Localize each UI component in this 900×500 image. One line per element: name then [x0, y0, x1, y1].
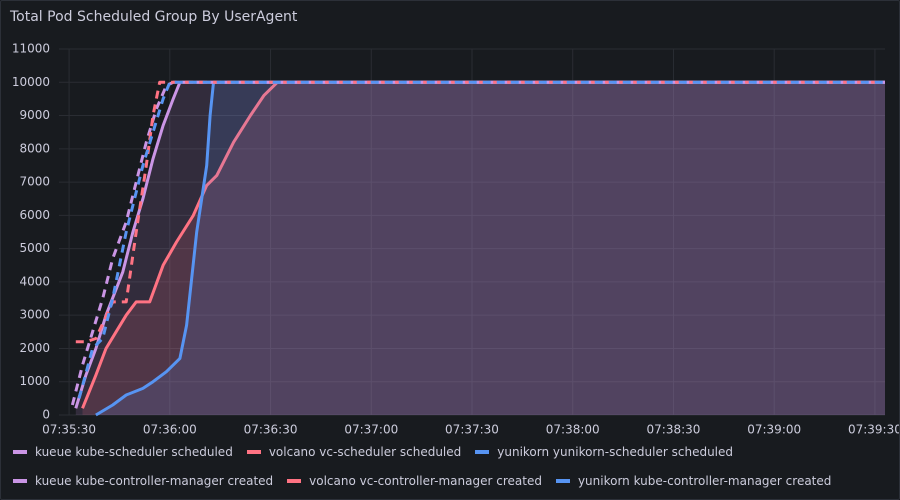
legend-swatch [287, 478, 302, 483]
legend-swatch [13, 449, 27, 454]
legend-item[interactable]: yunikorn kube-controller-manager created [555, 472, 832, 489]
legend-label: kueue kube-scheduler scheduled [35, 444, 233, 459]
series-line [81, 80, 885, 409]
y-tick-label: 10000 [12, 75, 50, 89]
series-line [70, 80, 885, 406]
legend: kueue kube-scheduler scheduled volcano vc… [13, 443, 893, 489]
x-tick-label: 07:35:30 [42, 423, 96, 437]
legend-swatch [475, 449, 490, 454]
x-tick-label: 07:39:00 [747, 423, 801, 437]
chart: 0 1000 2000 3000 4000 5000 6000 7000 8000 9000 100… [12, 42, 899, 437]
area-fill [95, 82, 885, 416]
panel-title: Total Pod Scheduled Group By UserAgent [10, 9, 298, 25]
y-tick-label: 4000 [19, 274, 50, 288]
legend-label: kueue kube-controller-manager created [35, 473, 274, 488]
legend-label: volcano vc-controller-manager created [309, 473, 542, 488]
legend-item[interactable]: kueue kube-controller-manager created [13, 472, 273, 489]
legend-swatch [555, 478, 570, 483]
x-tick-label: 07:37:30 [445, 423, 499, 437]
x-tick-label: 07:36:30 [244, 423, 298, 437]
x-tick-label: 07:36:00 [143, 423, 197, 437]
legend-label: volcano vc-scheduler scheduled [268, 444, 462, 459]
legend-item[interactable]: yunikorn yunikorn-scheduler scheduled [475, 443, 733, 460]
x-tick-label: 07:37:00 [344, 423, 398, 437]
y-tick-label: 11000 [12, 42, 50, 56]
x-tick-label: 07:38:30 [647, 423, 701, 437]
legend-label: yunikorn yunikorn-scheduler scheduled [497, 444, 734, 459]
series-line [95, 80, 885, 417]
y-tick-label: 1000 [19, 374, 50, 388]
legend-item[interactable]: volcano vc-scheduler scheduled [246, 443, 462, 460]
legend-item[interactable]: kueue kube-scheduler scheduled [13, 443, 233, 460]
y-tick-label: 9000 [19, 108, 50, 122]
series-line [77, 80, 885, 399]
area-fill [82, 82, 885, 416]
y-tick-label: 7000 [19, 175, 50, 189]
x-tick-label: 07:38:00 [546, 423, 600, 437]
y-tick-label: 6000 [19, 208, 50, 222]
legend-item[interactable]: volcano vc-controller-manager created [287, 472, 542, 489]
y-tick-label: 8000 [19, 141, 50, 155]
y-tick-label: 0 [42, 408, 50, 422]
series-line [75, 80, 885, 344]
y-tick-label: 2000 [19, 341, 50, 355]
y-tick-label: 3000 [19, 308, 50, 322]
x-tick-label: 07:39:30 [848, 423, 899, 437]
area-fill [75, 82, 886, 416]
y-tick-label: 5000 [19, 241, 50, 255]
legend-label: yunikorn kube-controller-manager created [577, 473, 832, 488]
legend-swatch [13, 478, 27, 483]
legend-swatch [246, 449, 261, 454]
